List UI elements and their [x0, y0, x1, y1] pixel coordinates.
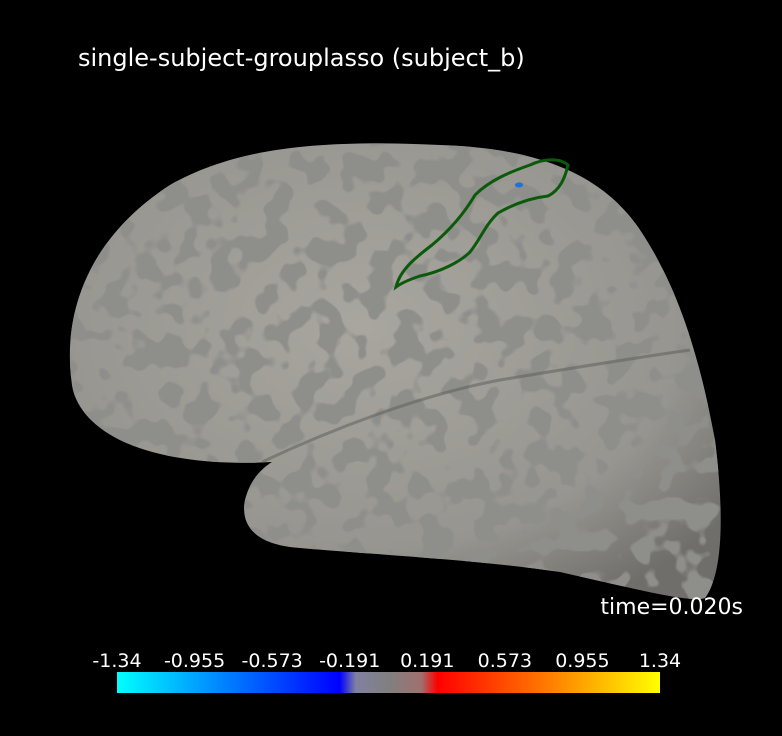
colorbar-tick-label: 0.955: [555, 650, 609, 672]
colorbar-tick-label: 0.573: [478, 650, 532, 672]
colorbar: [117, 672, 660, 693]
colorbar-ticks: -1.34 -0.955 -0.573 -0.191 0.191 0.573 0.955 1.…: [92, 650, 681, 672]
colorbar-tick-label: -0.191: [319, 650, 380, 672]
roi-outline: [393, 158, 570, 291]
colorbar-tick-label: 1.34: [639, 650, 681, 672]
colorbar-tick-label: -0.573: [242, 650, 303, 672]
activation-spot: [515, 182, 523, 188]
time-label: time=0.020s: [600, 595, 743, 620]
title: single-subject-grouplasso (subject_b): [78, 44, 525, 72]
colorbar-tick-label: -1.34: [92, 650, 141, 672]
colorbar-tick-label: -0.955: [164, 650, 225, 672]
colorbar-tick-label: 0.191: [400, 650, 454, 672]
brain-surface: [69, 143, 721, 600]
